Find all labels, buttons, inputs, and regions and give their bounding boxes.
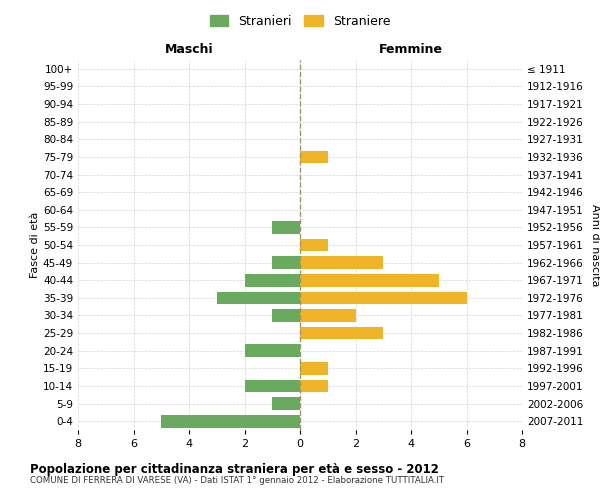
Text: Femmine: Femmine xyxy=(379,44,443,57)
Bar xyxy=(272,256,300,269)
Y-axis label: Anni di nascita: Anni di nascita xyxy=(590,204,600,286)
Bar xyxy=(272,221,300,234)
Bar xyxy=(245,274,300,286)
Text: COMUNE DI FERRERA DI VARESE (VA) - Dati ISTAT 1° gennaio 2012 - Elaborazione TUT: COMUNE DI FERRERA DI VARESE (VA) - Dati … xyxy=(30,476,444,485)
Bar xyxy=(300,380,328,392)
Bar xyxy=(272,397,300,410)
Y-axis label: Fasce di età: Fasce di età xyxy=(30,212,40,278)
Bar xyxy=(300,362,328,374)
Bar xyxy=(300,309,355,322)
Bar xyxy=(300,327,383,340)
Bar xyxy=(161,415,300,428)
Bar xyxy=(300,274,439,286)
Bar xyxy=(245,380,300,392)
Bar xyxy=(245,344,300,357)
Bar xyxy=(300,150,328,163)
Bar xyxy=(272,309,300,322)
Bar xyxy=(300,292,467,304)
Text: Popolazione per cittadinanza straniera per età e sesso - 2012: Popolazione per cittadinanza straniera p… xyxy=(30,462,439,475)
Legend: Stranieri, Straniere: Stranieri, Straniere xyxy=(206,11,394,32)
Bar xyxy=(300,256,383,269)
Bar xyxy=(300,238,328,252)
Bar xyxy=(217,292,300,304)
Text: Maschi: Maschi xyxy=(164,44,214,57)
